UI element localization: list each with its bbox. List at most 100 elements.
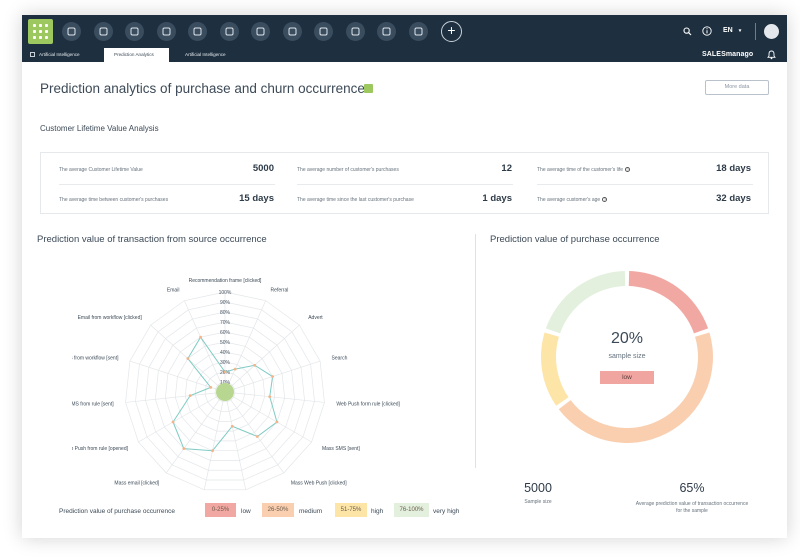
workflow-icon[interactable]	[408, 22, 428, 41]
home-icon[interactable]	[62, 22, 81, 41]
donut-chart-title: Prediction value of purchase occurrence	[490, 234, 660, 245]
tab-artificial-intelligence[interactable]: Artificial Intelligence	[22, 48, 104, 62]
help-icon[interactable]: ?	[625, 167, 630, 172]
radar-spoke	[125, 391, 226, 403]
page-title: Prediction analytics of purchase and chu…	[40, 81, 365, 96]
radar-axis-label: Web Push from rule [opened]	[72, 446, 129, 452]
tab-artificial-intelligence-2[interactable]: Artificial Intelligence	[177, 48, 247, 62]
donut-center-value: 20%	[610, 330, 644, 347]
radar-data-point	[253, 363, 257, 367]
radar-grid-ring	[135, 301, 315, 481]
donut-slice-76-100%	[545, 271, 626, 334]
stat-value: 1 days	[482, 193, 512, 204]
target-icon[interactable]	[345, 22, 365, 41]
divider	[755, 23, 756, 40]
radar-data-point	[186, 357, 190, 360]
radar-center-dot	[216, 383, 234, 401]
language-selector[interactable]: EN ▾	[723, 27, 741, 34]
tab-bar: Artificial Intelligence Prediction Analy…	[22, 48, 787, 62]
document-icon[interactable]	[125, 22, 144, 41]
radar-data-point	[209, 385, 213, 389]
legend-chip-high: 51-75%	[335, 503, 367, 517]
radar-grid-ring	[204, 371, 246, 412]
users-icon[interactable]	[93, 22, 113, 41]
stat-value: 15 days	[239, 193, 274, 204]
radar-ring-label: 10%	[220, 380, 231, 386]
radar-spoke	[224, 324, 300, 393]
radar-spoke	[138, 391, 226, 443]
help-icon[interactable]: ?	[602, 197, 608, 202]
radar-spoke	[165, 391, 226, 474]
radar-axis-label: SMS from workflow [sent]	[72, 355, 119, 361]
radar-data-point	[268, 395, 272, 399]
sample-size-value: 5000	[524, 481, 552, 495]
radar-axis-label: Mass SMS [sent]	[322, 446, 360, 452]
legend-title: Prediction value of purchase occurrence	[59, 508, 175, 515]
bell-icon[interactable]	[767, 50, 776, 60]
phone-icon[interactable]	[251, 22, 270, 41]
radar-series-line	[172, 336, 278, 452]
radar-chart: 100%90%80%70%60%50%40%30%20%10%Recommend…	[72, 278, 401, 491]
legend-chip-low: 0-25%	[205, 503, 236, 517]
search-touch-icon[interactable]	[314, 22, 333, 41]
legend-label-very-high: very high	[433, 508, 460, 515]
radar-data-point	[188, 394, 192, 398]
info-icon[interactable]	[702, 26, 712, 36]
radar-ring-label: 70%	[220, 320, 231, 326]
legend-chip-very-high: 76-100%	[394, 503, 429, 517]
donut-slice-26-50%	[558, 332, 713, 443]
radar-data-point	[275, 420, 279, 424]
legend-chip-medium: 26-50%	[262, 503, 294, 517]
radar-data-point	[223, 370, 227, 374]
radar-ring-label: 100%	[219, 290, 232, 296]
radar-grid-ring	[155, 321, 295, 461]
radar-grid-ring	[214, 381, 236, 403]
radar-chart-title: Prediction value of transaction from sou…	[37, 234, 267, 245]
top-navigation-bar: + EN ▾	[22, 15, 787, 48]
radar-grid-ring	[145, 311, 305, 471]
radar-ring-label: 80%	[220, 310, 231, 316]
avatar[interactable]	[764, 24, 779, 39]
info-badge-icon[interactable]	[364, 84, 373, 93]
legend-label-high: high	[371, 508, 384, 515]
avg-prediction-value: 65%	[679, 481, 705, 495]
more-data-button[interactable]: More data	[705, 80, 769, 95]
radar-data-point	[271, 375, 274, 378]
radar-axis-label: Email from workflow [clicked]	[78, 315, 143, 321]
radar-axis-label: Referral	[271, 288, 289, 294]
add-user-icon[interactable]	[219, 22, 239, 41]
radar-grid-ring	[194, 361, 256, 422]
radar-data-point	[211, 449, 214, 453]
mail-icon[interactable]	[156, 22, 176, 41]
chevron-down-icon: ▾	[738, 28, 742, 34]
radar-ring-label: 30%	[220, 360, 231, 366]
donut-center-label: sample size	[608, 353, 646, 360]
search-icon[interactable]	[683, 27, 692, 36]
radar-data-point	[230, 424, 234, 428]
radar-spoke	[224, 391, 325, 403]
radar-grid-ring	[184, 351, 266, 432]
bell-ring-icon[interactable]	[282, 22, 302, 41]
divider	[475, 234, 476, 468]
stat-label: The average Customer Lifetime Value	[59, 167, 143, 173]
radar-spoke	[224, 300, 266, 393]
legend-label-medium: medium	[299, 508, 323, 515]
stat-value: 18 days	[716, 163, 751, 174]
legend-label-low: low	[241, 508, 251, 515]
category-badge: low	[600, 371, 654, 384]
add-button[interactable]: +	[441, 21, 462, 42]
radar-axis-label: Search	[332, 355, 348, 361]
radar-data-point	[255, 435, 259, 438]
radar-ring-label: 40%	[220, 350, 231, 356]
radar-spoke	[184, 300, 226, 393]
radar-spoke	[129, 360, 226, 393]
radar-spoke	[224, 391, 247, 490]
network-icon[interactable]	[377, 22, 396, 41]
inbox-icon[interactable]	[188, 22, 207, 41]
radar-axis-label: Web Push form rule [clicked]	[336, 402, 400, 408]
tab-prediction-analytics[interactable]: Prediction Analytics	[104, 48, 169, 62]
radar-spoke	[224, 391, 285, 474]
donut-slice-51-75%	[541, 332, 569, 406]
radar-spoke	[203, 391, 226, 490]
apps-grid-icon[interactable]	[28, 19, 53, 44]
